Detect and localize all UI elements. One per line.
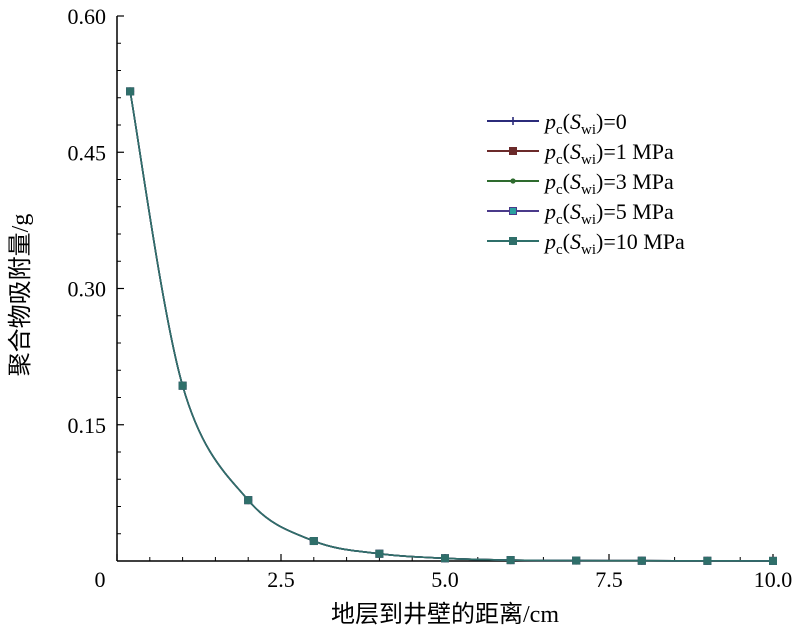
legend-label-part: wi bbox=[581, 212, 596, 228]
axes: 0 2.5 5.0 7.5 10.0 0.15 0.30 0.45 0.60 bbox=[68, 4, 793, 592]
legend-label-part: ( bbox=[563, 229, 570, 254]
legend-label-part: wi bbox=[581, 242, 596, 258]
legend-label-part: S bbox=[570, 229, 581, 254]
legend-marker bbox=[509, 117, 517, 125]
legend-label: pc(Swi)=10 MPa bbox=[543, 229, 685, 258]
legend-label-part: p bbox=[543, 229, 556, 254]
y-tick-label: 0.15 bbox=[68, 413, 107, 438]
legend-label-part: p bbox=[543, 169, 556, 194]
legend-label: pc(Swi)=5 MPa bbox=[543, 199, 674, 228]
legend-label-part: )=1 MPa bbox=[596, 139, 674, 164]
x-tick-label: 5.0 bbox=[431, 567, 459, 592]
legend-marker bbox=[509, 147, 517, 155]
data-point bbox=[506, 556, 515, 565]
x-tick-label: 0 bbox=[95, 567, 106, 592]
legend-label-part: wi bbox=[581, 152, 596, 168]
y-axis-title: 聚合物吸附量/g bbox=[7, 214, 34, 377]
data-point bbox=[126, 87, 135, 96]
data-point bbox=[441, 554, 449, 563]
legend-item: pc(Swi)=5 MPa bbox=[487, 199, 674, 228]
series-4 bbox=[126, 87, 777, 565]
legend-label-part: c bbox=[556, 182, 563, 198]
legend-label-part: ( bbox=[563, 109, 570, 134]
legend-label-part: c bbox=[556, 122, 563, 138]
x-axis-title: 地层到井壁的距离/cm bbox=[331, 601, 559, 628]
y-tick-label: 0.60 bbox=[68, 4, 107, 29]
y-tick-label: 0.45 bbox=[68, 140, 107, 165]
data-point bbox=[572, 556, 581, 565]
legend-marker bbox=[509, 237, 517, 245]
x-tick-label: 2.5 bbox=[267, 567, 295, 592]
series-line-0 bbox=[129, 91, 774, 562]
data-point bbox=[178, 381, 187, 390]
series-line-3 bbox=[129, 91, 774, 562]
data-point bbox=[637, 556, 646, 565]
legend-label-part: )=3 MPa bbox=[596, 169, 674, 194]
legend-label-part: S bbox=[570, 109, 581, 134]
legend-marker bbox=[509, 207, 517, 215]
legend-label-part: c bbox=[556, 212, 563, 228]
series-0 bbox=[126, 87, 777, 565]
data-point bbox=[309, 537, 318, 546]
series-line-2 bbox=[129, 91, 774, 562]
legend-label: pc(Swi)=0 bbox=[543, 109, 627, 138]
legend-label-part: ( bbox=[563, 199, 570, 224]
data-point bbox=[769, 556, 777, 565]
legend-label-part: ( bbox=[563, 169, 570, 194]
legend-label-part: c bbox=[556, 152, 563, 168]
legend-item: pc(Swi)=3 MPa bbox=[487, 169, 674, 198]
series-1 bbox=[126, 87, 777, 565]
data-point bbox=[375, 549, 384, 558]
legend-label-part: )=0 bbox=[596, 109, 627, 134]
legend-label-part: p bbox=[543, 109, 556, 134]
series-layer bbox=[126, 87, 777, 565]
legend-item: pc(Swi)=0 bbox=[487, 109, 627, 138]
data-point bbox=[244, 496, 253, 505]
legend-item: pc(Swi)=1 MPa bbox=[487, 139, 674, 168]
legend-label-part: S bbox=[570, 139, 581, 164]
legend-label-part: )=10 MPa bbox=[596, 229, 685, 254]
legend-item: pc(Swi)=10 MPa bbox=[487, 229, 685, 258]
legend-label: pc(Swi)=1 MPa bbox=[543, 139, 674, 168]
x-tick-label: 7.5 bbox=[595, 567, 623, 592]
legend-label-part: p bbox=[543, 199, 556, 224]
legend-marker bbox=[510, 178, 516, 184]
legend-label-part: wi bbox=[581, 122, 596, 138]
legend-label-part: S bbox=[570, 199, 581, 224]
legend-label-part: ( bbox=[563, 139, 570, 164]
legend-label: pc(Swi)=3 MPa bbox=[543, 169, 674, 198]
x-tick-label: 10.0 bbox=[754, 567, 793, 592]
series-line-4 bbox=[129, 91, 774, 562]
legend-label-part: p bbox=[543, 139, 556, 164]
data-point bbox=[703, 556, 712, 565]
series-2 bbox=[127, 88, 776, 564]
series-3 bbox=[126, 87, 777, 565]
series-line-1 bbox=[129, 91, 774, 562]
legend-label-part: )=5 MPa bbox=[596, 199, 674, 224]
legend-label-part: c bbox=[556, 242, 563, 258]
legend-label-part: S bbox=[570, 169, 581, 194]
legend-label-part: wi bbox=[581, 182, 596, 198]
y-tick-label: 0.30 bbox=[68, 277, 107, 302]
